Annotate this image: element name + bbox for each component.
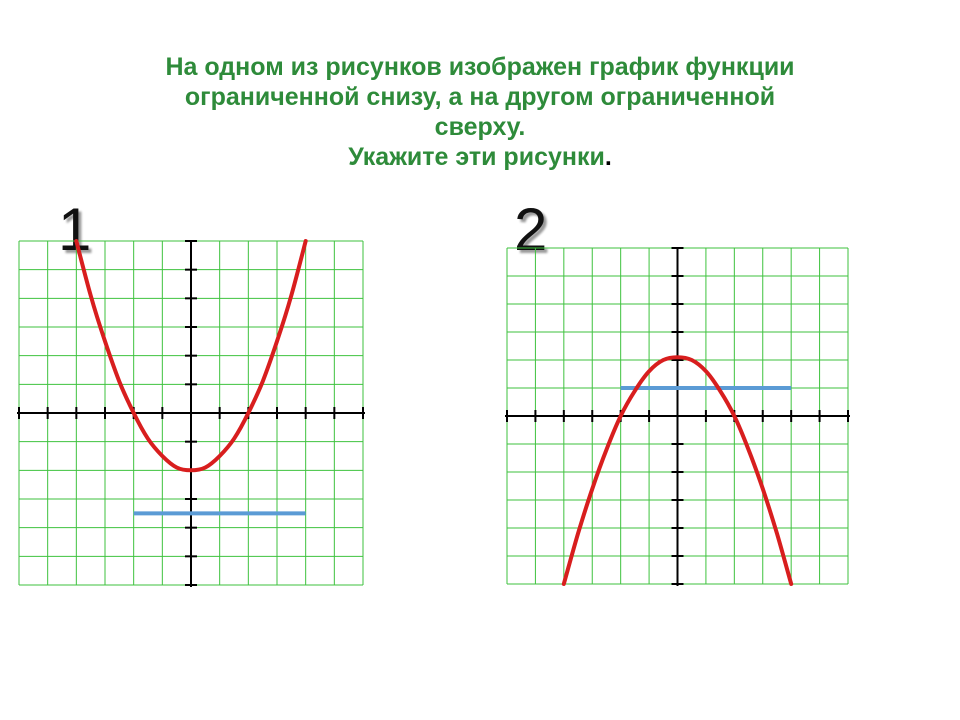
figure-1-label: 1 — [58, 196, 92, 263]
title-question: Укажите эти рисунки — [348, 143, 605, 171]
figure-2-label: 2 — [514, 196, 548, 263]
function-curve — [74, 239, 308, 473]
title-line-3: сверху. — [434, 113, 526, 141]
function-curve — [561, 355, 794, 586]
title-line-1: На одном из рисунков изображен график фу… — [165, 53, 795, 81]
figure-2-plot — [505, 247, 850, 586]
title-period: . — [604, 143, 612, 171]
title-line-2: ограниченной снизу, а на другом ограниче… — [184, 83, 776, 111]
title-line-4: Укажите эти рисунки. — [0, 142, 960, 172]
task-title: На одном из рисунков изображен график фу… — [0, 52, 960, 172]
figure-1-plot — [17, 239, 365, 587]
